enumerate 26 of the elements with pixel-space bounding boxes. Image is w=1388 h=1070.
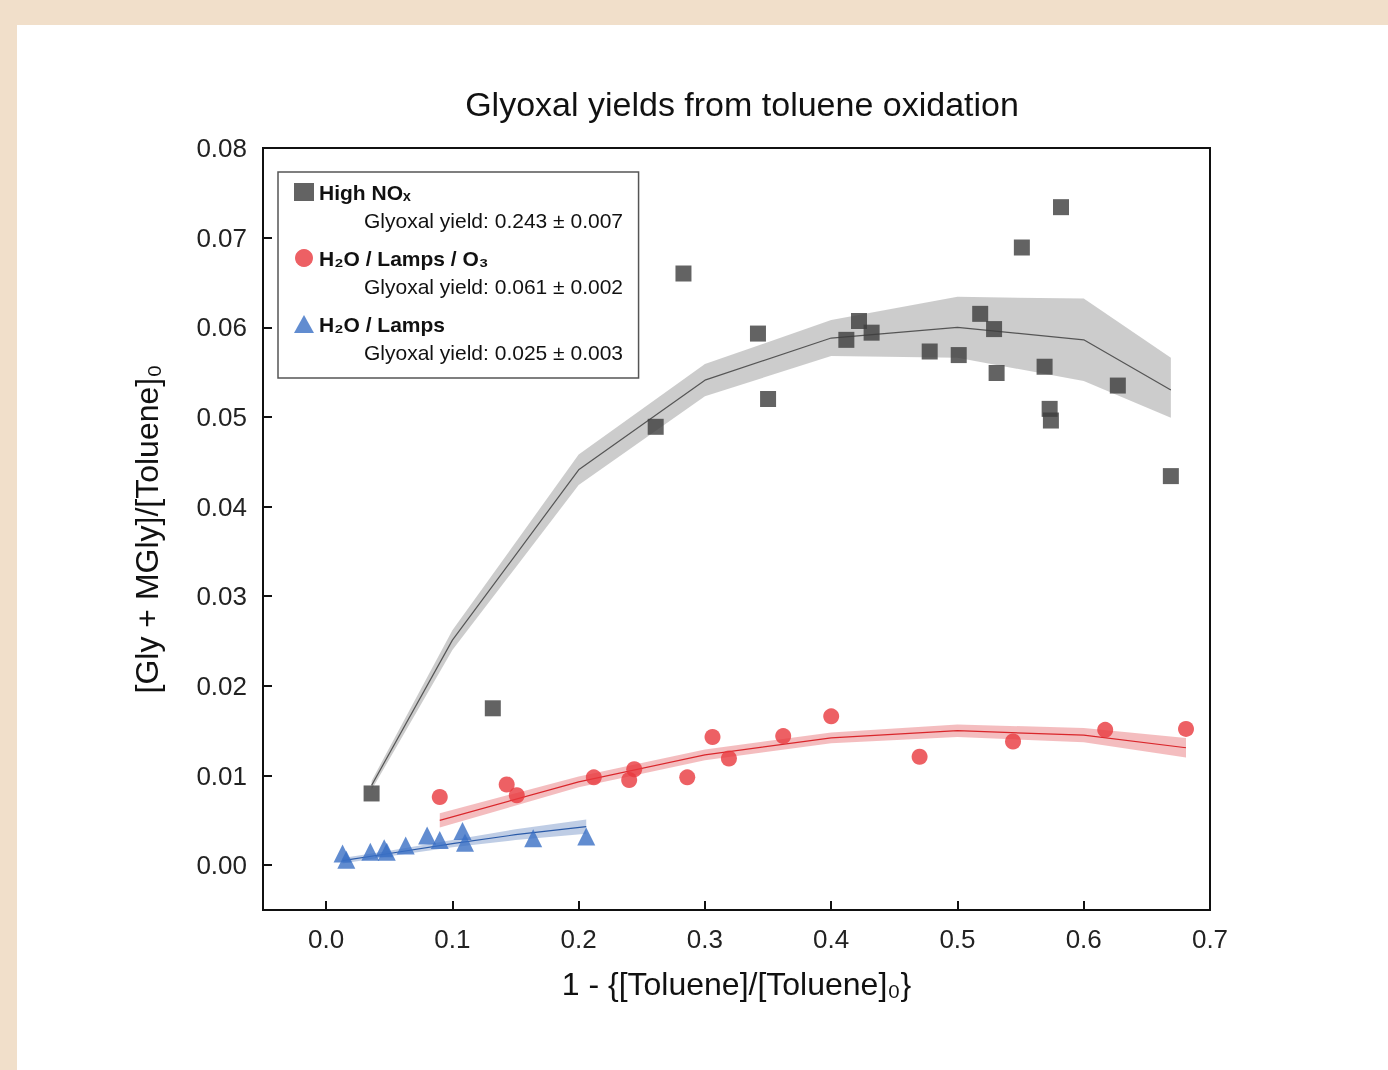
y-tick-label: 0.01 — [196, 760, 247, 791]
chart-title: Glyoxal yields from toluene oxidation — [465, 85, 1019, 123]
x-tick-label: 0.3 — [686, 924, 724, 954]
legend-label: H₂O / Lamps / O₃ — [319, 246, 489, 270]
y-tick-label: 0.02 — [196, 670, 247, 701]
annotation: Glyoxal yield: 0.061 ± 0.002 — [364, 275, 624, 298]
y-axis-title: [Gly + MGly]/[Toluene]₀ — [129, 364, 165, 694]
annotation: Glyoxal yield: 0.243 ± 0.007 — [364, 209, 624, 232]
y-tick-label: 0.07 — [196, 222, 247, 253]
x-tick-label: 0.0 — [308, 924, 345, 954]
y-tick-label: 0.06 — [196, 312, 247, 343]
x-tick-label: 0.2 — [560, 924, 597, 954]
annotation: Glyoxal yield: 0.025 ± 0.003 — [364, 341, 624, 364]
x-tick-label: 0.6 — [1065, 924, 1102, 954]
legend-label: High NOₓ — [319, 180, 411, 204]
x-tick-label: 0.5 — [939, 924, 976, 954]
x-tick-label: 0.4 — [813, 924, 850, 954]
x-tick-label: 0.1 — [434, 924, 471, 954]
y-tick-label: 0.08 — [196, 133, 247, 163]
x-axis-title: 1 - {[Toluene]/[Toluene]₀} — [561, 966, 912, 1002]
x-tick-label: 0.7 — [1191, 924, 1229, 954]
y-tick-label: 0.00 — [196, 850, 247, 881]
y-tick-label: 0.05 — [196, 401, 247, 432]
y-tick-label: 0.04 — [196, 491, 247, 522]
y-tick-label: 0.03 — [196, 581, 247, 612]
legend-label: H₂O / Lamps — [319, 312, 446, 336]
